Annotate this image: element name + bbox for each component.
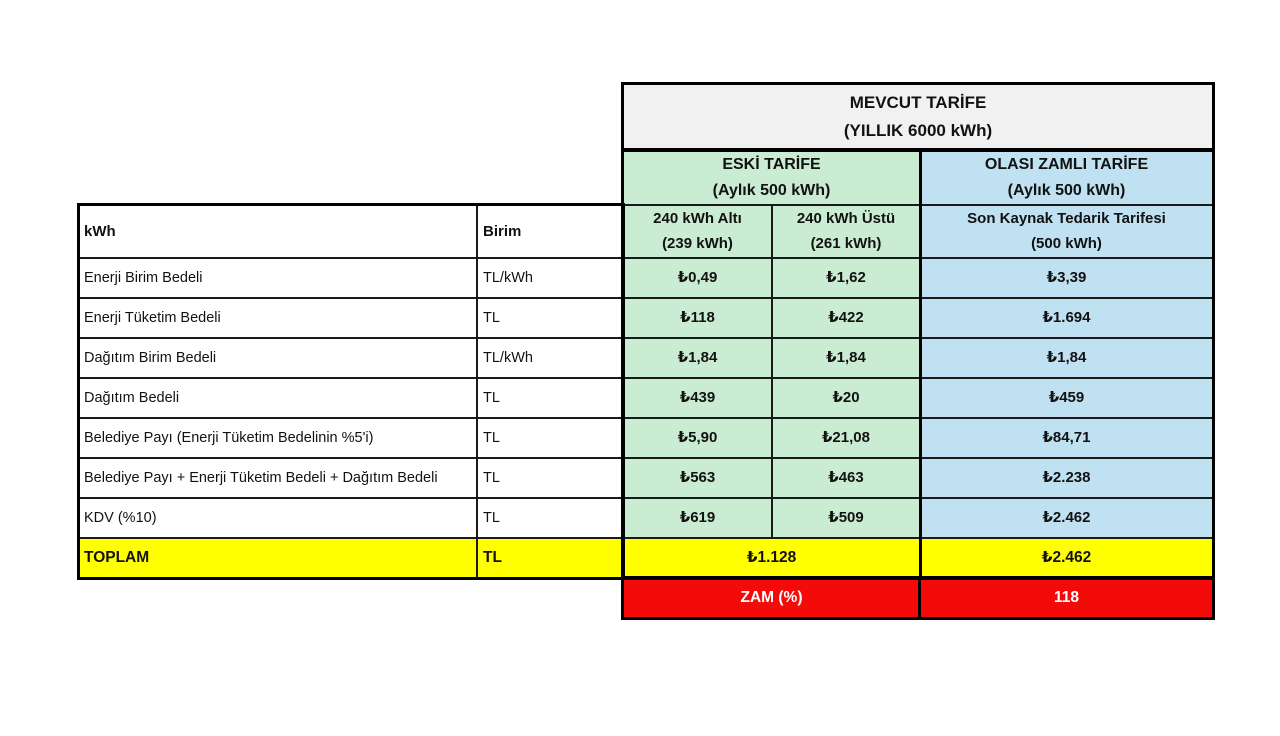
total-row-label: TOPLAM (78, 538, 477, 578)
kwh-column-header: kWh (78, 205, 477, 258)
row-unit: TL/kWh (477, 338, 623, 378)
row-value-over-240: ₺463 (772, 458, 920, 498)
row-value-under-240: ₺563 (623, 458, 772, 498)
under-240-column-header: 240 kWh Altı (239 kWh) (623, 205, 772, 258)
total-new-tariff-value: ₺2.462 (920, 538, 1213, 578)
row-label: Dağıtım Birim Bedeli (78, 338, 477, 378)
row-value-over-240: ₺1,62 (772, 258, 920, 298)
spacer (78, 150, 623, 205)
row-label: Belediye Payı + Enerji Tüketim Bedeli + … (78, 458, 477, 498)
total-row-unit: TL (477, 538, 623, 578)
new-tariff-header: OLASI ZAMLI TARİFE (Aylık 500 kWh) (920, 150, 1213, 205)
increase-value-cell: 118 (920, 578, 1213, 618)
total-old-tariff-value: ₺1.128 (623, 538, 920, 578)
over-240-column-header: 240 kWh Üstü (261 kWh) (772, 205, 920, 258)
current-tariff-title: MEVCUT TARİFE (849, 93, 987, 113)
row-label: KDV (%10) (78, 498, 477, 538)
spacer (78, 578, 623, 618)
under-240-detail: (239 kWh) (662, 234, 733, 252)
row-value-last-resort: ₺459 (920, 378, 1213, 418)
last-resort-name: Son Kaynak Tedarik Tarifesi (967, 210, 1166, 228)
row-value-over-240: ₺20 (772, 378, 920, 418)
row-unit: TL (477, 298, 623, 338)
last-resort-detail: (500 kWh) (1031, 234, 1102, 252)
row-value-under-240: ₺5,90 (623, 418, 772, 458)
row-value-last-resort: ₺1.694 (920, 298, 1213, 338)
row-unit: TL (477, 378, 623, 418)
unit-column-header: Birim (477, 205, 623, 258)
row-label: Enerji Tüketim Bedeli (78, 298, 477, 338)
row-value-last-resort: ₺3,39 (920, 258, 1213, 298)
row-value-under-240: ₺1,84 (623, 338, 772, 378)
row-unit: TL (477, 458, 623, 498)
spacer (78, 84, 623, 150)
row-value-under-240: ₺619 (623, 498, 772, 538)
over-240-name: 240 kWh Üstü (796, 210, 896, 228)
row-value-under-240: ₺0,49 (623, 258, 772, 298)
row-value-last-resort: ₺1,84 (920, 338, 1213, 378)
tariff-table: MEVCUT TARİFE (YILLIK 6000 kWh) ESKİ TAR… (78, 84, 1213, 618)
row-unit: TL (477, 498, 623, 538)
row-value-over-240: ₺422 (772, 298, 920, 338)
row-value-last-resort: ₺2.462 (920, 498, 1213, 538)
row-unit: TL/kWh (477, 258, 623, 298)
old-tariff-header: ESKİ TARİFE (Aylık 500 kWh) (623, 150, 920, 205)
row-value-under-240: ₺439 (623, 378, 772, 418)
new-tariff-name: OLASI ZAMLI TARİFE (984, 155, 1149, 173)
under-240-name: 240 kWh Altı (653, 210, 742, 228)
current-tariff-header: MEVCUT TARİFE (YILLIK 6000 kWh) (623, 84, 1213, 150)
new-tariff-period: (Aylık 500 kWh) (1007, 181, 1126, 199)
row-value-under-240: ₺118 (623, 298, 772, 338)
row-value-over-240: ₺1,84 (772, 338, 920, 378)
row-value-last-resort: ₺2.238 (920, 458, 1213, 498)
row-value-last-resort: ₺84,71 (920, 418, 1213, 458)
increase-label-cell: ZAM (%) (623, 578, 920, 618)
last-resort-column-header: Son Kaynak Tedarik Tarifesi (500 kWh) (920, 205, 1213, 258)
row-label: Enerji Birim Bedeli (78, 258, 477, 298)
old-tariff-name: ESKİ TARİFE (722, 155, 821, 173)
row-label: Belediye Payı (Enerji Tüketim Bedelinin … (78, 418, 477, 458)
over-240-detail: (261 kWh) (810, 234, 882, 252)
old-tariff-period: (Aylık 500 kWh) (712, 181, 831, 199)
row-value-over-240: ₺21,08 (772, 418, 920, 458)
row-label: Dağıtım Bedeli (78, 378, 477, 418)
current-tariff-subtitle: (YILLIK 6000 kWh) (843, 121, 993, 140)
row-unit: TL (477, 418, 623, 458)
row-value-over-240: ₺509 (772, 498, 920, 538)
